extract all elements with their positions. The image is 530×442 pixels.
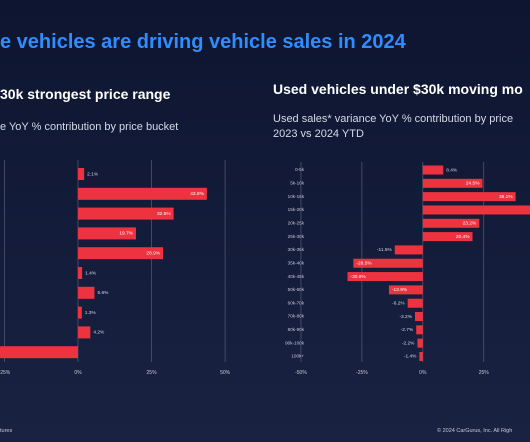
- bar: [77, 227, 136, 240]
- value-label: -30.9%: [351, 274, 367, 280]
- value-label: 23.2%: [463, 221, 477, 227]
- bar: [353, 258, 423, 268]
- category-label: 90k-100k: [285, 340, 305, 345]
- bar: [388, 285, 423, 295]
- category-label: 25k-30k: [288, 234, 305, 239]
- value-label: 43.8%: [190, 191, 204, 197]
- x-tick-label: 0%: [74, 370, 82, 376]
- category-label: 70k-80k: [288, 314, 305, 319]
- value-label: 1.3%: [85, 310, 97, 316]
- value-label: 8.4%: [446, 167, 458, 173]
- bar: [422, 205, 530, 215]
- panel-subtitle: e YoY % contribution by price bucket: [0, 121, 178, 133]
- bar: [422, 218, 480, 228]
- copyright: © 2024 CarGurus, Inc. All Righ: [437, 427, 512, 434]
- bar: [77, 168, 85, 180]
- value-label: 20.4%: [456, 234, 470, 240]
- x-tick-label: 25%: [147, 370, 158, 376]
- category-label: 35k-40k: [288, 260, 305, 265]
- x-tick-label: 25%: [479, 370, 490, 376]
- category-label: 60k-70k: [288, 300, 305, 305]
- panel-title: Used vehicles under $30k moving mo: [273, 81, 523, 97]
- bar: [422, 165, 444, 175]
- value-label: 19.7%: [119, 231, 133, 237]
- category-label: 15k-20k: [288, 207, 305, 212]
- category-label: 40k-45k: [288, 274, 305, 279]
- bar: [77, 286, 95, 299]
- bar: [416, 325, 423, 335]
- value-label: -1.4%: [404, 354, 417, 360]
- bar: [347, 272, 423, 282]
- x-tick-label: 0%: [419, 370, 427, 376]
- panel-subtitle: Used sales* variance YoY % contribution …: [273, 113, 513, 125]
- value-label: -2.2%: [402, 340, 415, 346]
- x-tick-label: -25%: [0, 370, 11, 376]
- panel-title: 30k strongest price range: [0, 86, 171, 102]
- bar: [77, 187, 207, 200]
- value-label: 28.9%: [146, 250, 160, 256]
- bar: [77, 267, 83, 279]
- x-tick-label: -25%: [356, 370, 368, 376]
- value-label: -6.2%: [392, 300, 405, 306]
- bar: [77, 326, 91, 339]
- bar: [419, 351, 423, 361]
- bar: [77, 247, 164, 260]
- value-label: 4.2%: [93, 330, 105, 336]
- value-label: -11.5%: [377, 247, 393, 253]
- category-label: 80k-90k: [288, 327, 305, 332]
- category-label: 100k+: [291, 354, 304, 359]
- value-label: -13.9%: [392, 287, 408, 293]
- x-tick-label: -50%: [295, 370, 307, 376]
- value-label: -28.5%: [356, 261, 372, 267]
- value-label: -2.7%: [401, 327, 414, 333]
- value-label: 1.4%: [85, 270, 97, 276]
- value-label: 24.5%: [466, 181, 480, 187]
- category-label: 30k-35k: [288, 247, 305, 252]
- bar: [77, 207, 174, 220]
- category-label: 0-5k: [295, 167, 305, 172]
- bar: [417, 338, 423, 348]
- category-label: 10k-15k: [288, 194, 305, 199]
- slide-title: e vehicles are driving vehicle sales in …: [0, 31, 407, 53]
- value-label: 38.1%: [499, 194, 513, 200]
- bar: [414, 312, 423, 322]
- value-label: 5.6%: [97, 290, 109, 296]
- category-label: 20k-25k: [288, 220, 305, 225]
- value-label: 32.5%: [157, 211, 171, 217]
- x-tick-label: 50%: [220, 370, 231, 376]
- value-label: -3.2%: [399, 314, 412, 320]
- footnote: tures: [0, 428, 12, 434]
- value-label: 2.1%: [87, 171, 99, 177]
- bar: [394, 245, 423, 255]
- bar: [77, 306, 82, 319]
- category-label: 50k-60k: [288, 287, 305, 292]
- bar: [407, 298, 423, 308]
- panel-subtitle: 2023 vs 2024 YTD: [273, 128, 364, 140]
- bar: [422, 192, 516, 202]
- bar: [422, 178, 483, 188]
- bar: [0, 346, 78, 359]
- bar: [422, 232, 473, 242]
- category-label: 5k-10k: [290, 181, 304, 186]
